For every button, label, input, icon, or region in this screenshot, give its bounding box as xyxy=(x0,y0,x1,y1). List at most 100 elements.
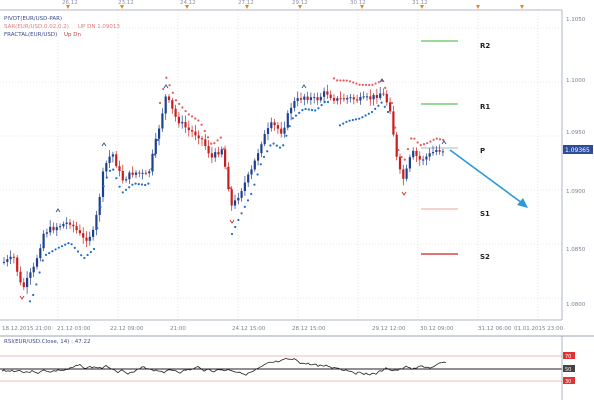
sar-dot xyxy=(80,254,83,257)
candle-body xyxy=(313,97,316,99)
sar-dot xyxy=(358,117,361,120)
sar-dot xyxy=(99,206,102,209)
sar-dot xyxy=(294,114,298,117)
legend-fractal-flags: Up Dn xyxy=(64,32,82,38)
sar-dot xyxy=(121,191,124,194)
sar-dot xyxy=(403,158,406,161)
sar-dot xyxy=(351,118,354,122)
candle-body xyxy=(2,261,6,263)
candle-body xyxy=(207,146,210,154)
time-tick: 01.01.2015 23:00 xyxy=(514,326,564,332)
top-date-label: 29.12 xyxy=(292,0,308,6)
sar-dot xyxy=(128,186,131,189)
sar-dot xyxy=(230,232,234,236)
candle-body xyxy=(276,125,279,129)
legend-sar[interactable]: SAR(EUR/USD,0.02,0.2) xyxy=(4,24,69,30)
candle-body xyxy=(326,91,329,95)
candle-body xyxy=(171,100,174,109)
candle-body xyxy=(233,200,237,206)
sar-dot xyxy=(435,137,438,140)
candle-body xyxy=(82,233,85,238)
sar-dot xyxy=(147,182,150,185)
time-tick: 21.12 03:00 xyxy=(57,326,91,332)
time-tick: 21:00 xyxy=(170,326,186,332)
top-date-ruler: 26.12 23.12 24.12 27.12 29.12 30.12 31.1… xyxy=(0,0,562,11)
candle-body xyxy=(19,271,22,283)
candle-body xyxy=(177,116,180,124)
sar-dot xyxy=(28,300,32,303)
sar-dot xyxy=(429,140,432,143)
candle-body xyxy=(299,98,303,100)
candle-body xyxy=(200,138,204,140)
candle-body xyxy=(412,150,415,158)
candle-body xyxy=(303,96,306,100)
candle-body xyxy=(415,150,418,156)
candle-body xyxy=(191,130,194,132)
candle-body xyxy=(359,96,362,101)
candle-body xyxy=(98,196,101,215)
fractal-marker xyxy=(401,191,407,196)
sar-dot xyxy=(197,119,200,122)
sar-dot xyxy=(41,259,44,262)
candle-body xyxy=(346,97,349,100)
legend-pivot[interactable]: PIVOT(EUR/USD-PAR) xyxy=(4,16,62,22)
rsi-tick-70: 70 xyxy=(565,354,571,360)
candle-body xyxy=(115,154,118,167)
candle-body xyxy=(405,168,408,179)
sar-dot xyxy=(386,110,390,114)
sar-dot xyxy=(282,144,285,147)
candle-body xyxy=(365,96,369,98)
sar-dot xyxy=(426,142,429,145)
sar-dot xyxy=(377,81,380,84)
legend-fractal[interactable]: FRACTAL(EUR/USD) xyxy=(4,32,57,38)
candle-body xyxy=(408,157,411,169)
candle-body xyxy=(184,121,187,128)
rsi-label[interactable]: RSI(EUR/USD.Close, 14) : 47.22 xyxy=(4,339,90,345)
candle-body xyxy=(128,172,131,180)
sar-dot xyxy=(352,81,355,84)
sar-dot xyxy=(216,139,219,142)
candle-body xyxy=(329,94,332,98)
candle-body xyxy=(45,232,48,234)
sar-dot xyxy=(377,104,380,107)
sar-dot xyxy=(246,199,250,202)
time-tick: 29.12 12:00 xyxy=(372,326,406,332)
candle-body xyxy=(49,226,52,233)
sar-dot xyxy=(105,176,108,179)
candle-body xyxy=(290,107,293,114)
time-tick: 31.12 06:00 xyxy=(478,326,512,332)
price-tag-value: 1.09365 xyxy=(565,147,590,154)
candle-body xyxy=(214,152,217,158)
sar-dot xyxy=(158,101,162,105)
candle-body xyxy=(227,166,230,190)
candle-body xyxy=(158,128,161,139)
sar-dot xyxy=(131,183,134,186)
candle-body xyxy=(92,229,95,237)
sar-dot xyxy=(203,129,206,133)
sar-dot xyxy=(358,83,361,86)
sar-dot xyxy=(96,226,99,230)
sar-dot xyxy=(383,105,386,108)
price-tag xyxy=(563,145,593,154)
sar-dot xyxy=(57,246,60,249)
sar-dot xyxy=(438,138,442,141)
forecast-arrow[interactable] xyxy=(449,149,528,208)
candle-body xyxy=(16,257,19,272)
candle-body xyxy=(217,152,220,155)
sar-dot xyxy=(304,107,307,111)
r1-label: R1 xyxy=(480,103,490,111)
sar-dot xyxy=(162,87,165,91)
sar-dot xyxy=(115,177,118,180)
sar-dot xyxy=(190,115,194,118)
sar-dot xyxy=(422,143,426,146)
candle-body xyxy=(286,113,289,128)
sar-dot xyxy=(237,218,240,222)
candle-body xyxy=(224,149,227,167)
sar-dot xyxy=(108,169,112,172)
candle-body xyxy=(339,98,342,100)
candle-body xyxy=(243,182,246,192)
sar-dot xyxy=(54,248,57,251)
sar-dot xyxy=(222,147,226,150)
candle-body xyxy=(369,96,372,100)
fractal-marker xyxy=(55,208,61,213)
